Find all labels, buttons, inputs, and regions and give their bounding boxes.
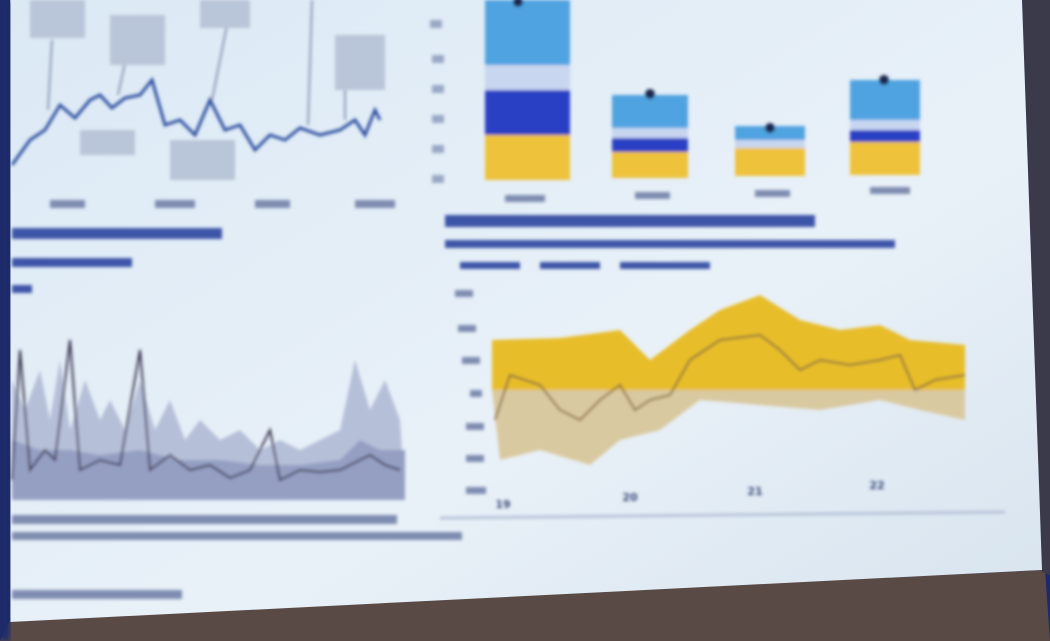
left-edge	[0, 0, 10, 641]
screen-frame	[1022, 0, 1050, 575]
positioning-chart	[439, 290, 1006, 520]
slide-content: 19 20 21 22	[10, 0, 1006, 599]
annotation-boxes	[30, 0, 385, 180]
titles	[12, 215, 895, 293]
room-floor	[0, 570, 1050, 641]
line-series	[10, 76, 382, 166]
bar-chart	[430, 0, 920, 202]
x-tick-label: 20	[622, 491, 638, 504]
x-axis-labels-top-left	[50, 200, 395, 208]
x-tick-label: 22	[869, 479, 884, 492]
volatility-chart	[11, 339, 462, 599]
x-tick-label: 21	[747, 485, 762, 498]
x-tick-label: 19	[495, 498, 510, 511]
